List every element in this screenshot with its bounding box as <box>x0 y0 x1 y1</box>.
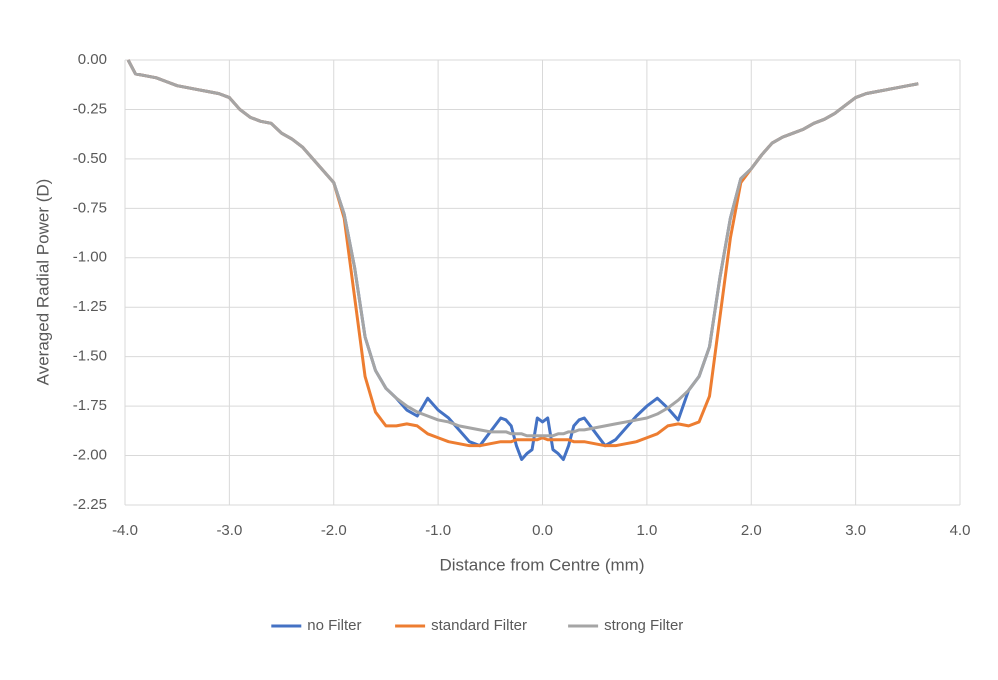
x-tick-label: 1.0 <box>636 522 657 539</box>
y-axis-label: Averaged Radial Power (D) <box>33 179 52 386</box>
y-tick-label: -2.00 <box>73 447 107 464</box>
y-tick-label: 0.00 <box>78 51 107 68</box>
y-tick-label: -2.25 <box>73 496 107 513</box>
x-tick-label: -2.0 <box>321 522 347 539</box>
y-tick-label: -1.75 <box>73 397 107 414</box>
y-tick-label: -0.25 <box>73 100 107 117</box>
y-tick-label: -1.00 <box>73 249 107 266</box>
x-tick-label: -4.0 <box>112 522 138 539</box>
x-tick-label: 0.0 <box>532 522 553 539</box>
x-tick-label: 4.0 <box>950 522 971 539</box>
legend-label: no Filter <box>307 617 361 634</box>
y-tick-label: -1.25 <box>73 298 107 315</box>
x-tick-label: 3.0 <box>845 522 866 539</box>
x-axis-label: Distance from Centre (mm) <box>440 555 645 574</box>
y-tick-label: -0.75 <box>73 199 107 216</box>
y-tick-label: -0.50 <box>73 150 107 167</box>
x-tick-label: -3.0 <box>216 522 242 539</box>
series-line <box>126 59 919 462</box>
x-tick-label: -1.0 <box>425 522 451 539</box>
y-tick-label: -1.50 <box>73 348 107 365</box>
series-line <box>126 59 919 438</box>
x-tick-label: 2.0 <box>741 522 762 539</box>
legend-label: standard Filter <box>431 617 527 634</box>
legend-label: strong Filter <box>604 617 683 634</box>
series-line <box>126 59 919 448</box>
